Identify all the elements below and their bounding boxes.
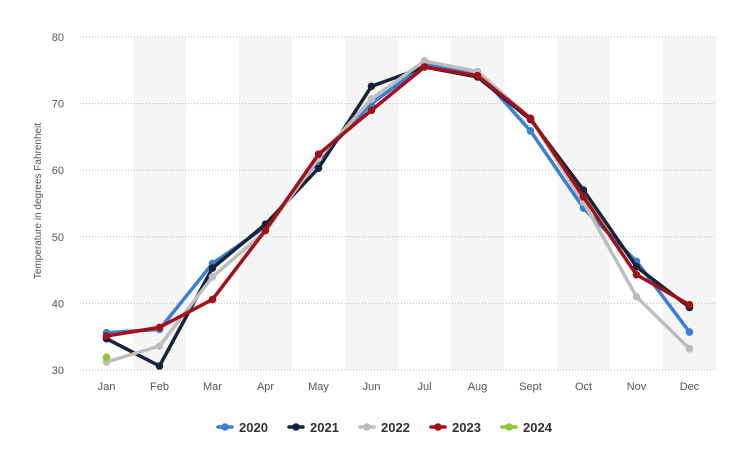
legend-item[interactable]: 2023 [429,420,481,435]
legend-label: 2021 [310,420,339,435]
series-line [104,65,692,368]
data-point[interactable] [685,344,694,353]
x-tick-label: Dec [680,381,700,393]
legend-marker [292,423,300,431]
data-point[interactable] [473,71,482,80]
data-point[interactable] [367,82,376,91]
y-axis-label: Temperature in degrees Fahrenheit [33,123,44,279]
x-tick-label: Oct [575,381,592,393]
legend-label: 2024 [523,420,553,435]
legend: 2020 2021 2022 2023 2024 [216,420,553,435]
y-tick-label: 40 [52,298,64,310]
series-lines [102,57,694,370]
data-point[interactable] [579,193,588,201]
gridlines [80,36,716,371]
legend-item[interactable]: 2021 [287,420,339,435]
data-point[interactable] [526,127,535,135]
x-tick-label: Jul [417,381,431,393]
y-tick-label: 30 [52,365,64,377]
series-line [104,59,692,364]
y-tick-label: 60 [52,165,64,177]
y-tick-label: 70 [52,99,64,111]
data-point[interactable] [208,295,217,304]
legend-item[interactable]: 2022 [358,420,410,435]
data-point[interactable] [102,353,111,362]
legend-marker [434,423,442,431]
legend-marker [363,423,371,431]
data-point[interactable] [632,262,641,271]
x-tick-label: Mar [203,381,222,393]
data-point[interactable] [367,106,376,115]
data-point[interactable] [314,164,323,173]
data-point[interactable] [155,342,164,350]
x-tick-label: Aug [468,381,488,393]
data-point[interactable] [102,332,111,340]
data-point[interactable] [526,114,535,123]
data-point[interactable] [155,362,164,370]
series-2023 [102,63,694,340]
legend-label: 2022 [381,420,410,435]
legend-marker [505,423,513,431]
data-point[interactable] [420,63,429,71]
legend-item[interactable]: 2020 [216,420,268,435]
data-point[interactable] [632,292,641,301]
x-tick-labels: Jan Feb Mar Apr May Jun Jul Aug Sept Oct Nov Dec [98,381,700,393]
data-point[interactable] [261,226,270,234]
x-tick-label: May [308,381,329,393]
x-tick-label: Nov [627,381,647,393]
y-tick-label: 80 [52,32,64,44]
data-point[interactable] [685,328,694,336]
legend-marker [221,423,229,431]
x-tick-label: Feb [150,381,169,393]
y-tick-label: 50 [52,232,64,244]
series-line [104,65,692,338]
y-tick-labels: 30 40 50 60 70 80 [52,32,64,377]
legend-label: 2020 [239,420,268,435]
alternating-bands [133,37,716,370]
series-2024 [102,353,111,362]
legend-item[interactable]: 2024 [500,420,553,435]
x-tick-label: Jun [363,381,381,393]
data-point[interactable] [367,95,376,103]
data-point[interactable] [420,57,429,65]
data-point[interactable] [208,272,217,281]
data-point[interactable] [632,270,641,279]
x-tick-label: Sept [519,381,542,393]
data-point[interactable] [314,150,323,159]
legend-label: 2023 [452,420,481,435]
data-point[interactable] [685,300,694,309]
background-band [663,37,716,370]
data-point[interactable] [208,264,217,272]
x-tick-label: Jan [98,381,116,393]
data-point[interactable] [155,323,164,332]
x-tick-label: Apr [257,381,274,393]
background-band [133,37,186,370]
